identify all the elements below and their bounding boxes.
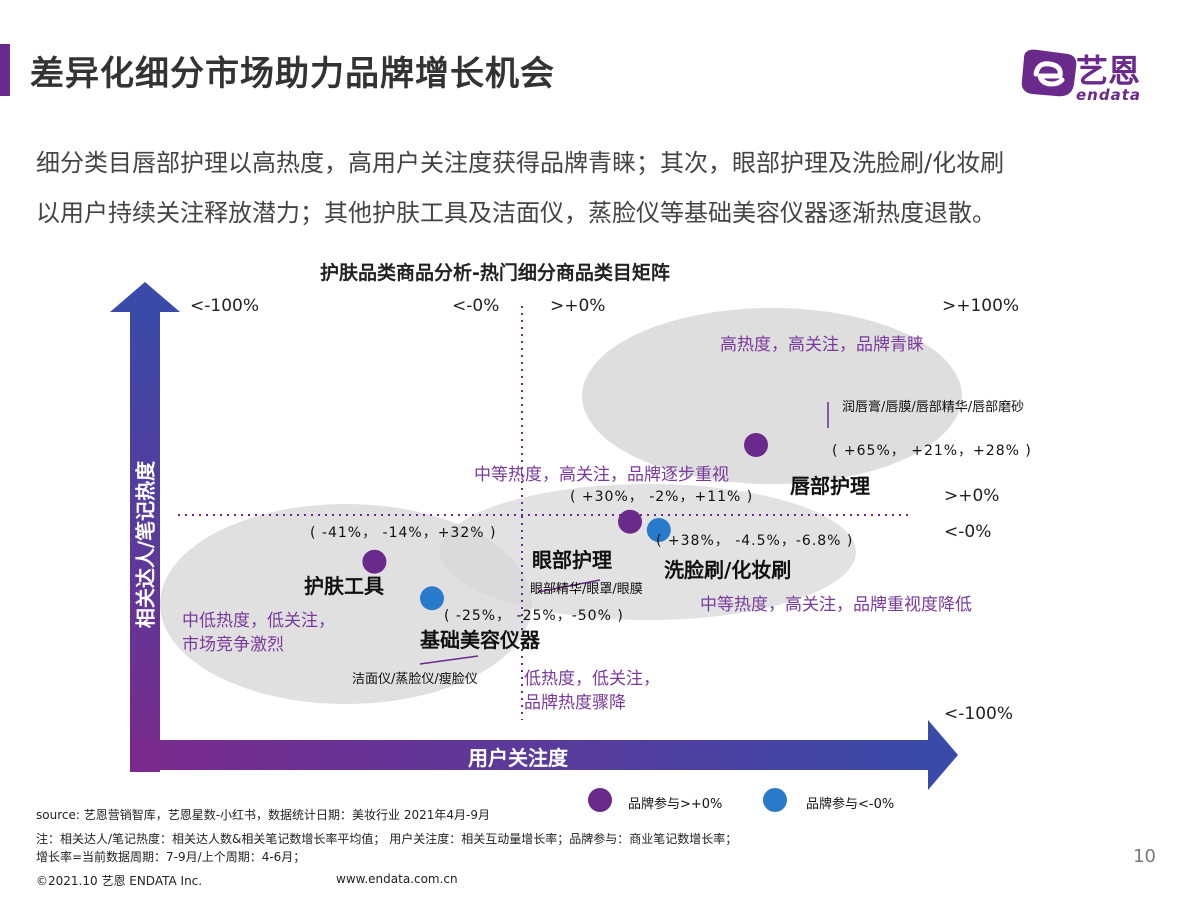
title-accent-bar: [0, 44, 10, 96]
chart-title: 护肤品类商品分析-热门细分商品类目矩阵: [320, 262, 670, 284]
x-tick-pos0: >+0%: [550, 296, 606, 316]
data-point-4: [420, 586, 444, 611]
x-axis-arrowhead: [928, 720, 958, 790]
x-axis-label: 用户关注度: [468, 746, 568, 770]
category-brush: 洗脸刷/化妆刷: [664, 558, 792, 582]
x-tick-max: >+100%: [942, 296, 1020, 316]
values-lip-care: ( +65%， +21%，+28% ): [832, 443, 1032, 459]
summary-line-1: 细分类目唇部护理以高热度，高用户关注度获得品牌青睐；其次，眼部护理及洗脸刷/化妆…: [36, 149, 1005, 177]
values-beauty-devices: ( -25%， -25%，-50% ): [444, 608, 624, 624]
category-eye-care: 眼部护理: [532, 548, 612, 572]
y-axis-label: 相关达人/笔记热度: [133, 460, 158, 629]
data-point-3: [362, 549, 387, 574]
category-lip-care: 唇部护理: [790, 474, 870, 498]
logo-text-cn: 艺恩: [1076, 52, 1141, 90]
annotation-left-low-2: 市场竞争激烈: [182, 635, 284, 655]
data-point-0: [744, 433, 768, 457]
subcategories-beauty-devices: 洁面仪/蒸脸仪/瘦脸仪: [352, 672, 478, 687]
y-tick-neg0: <-0%: [944, 522, 992, 542]
y-axis-arrowhead: [110, 282, 180, 312]
page-number: 10: [1133, 846, 1156, 867]
legend-marker-positive: [588, 788, 612, 812]
eye-connector: [537, 579, 601, 593]
annotation-bottom-1: 低热度，低关注，: [524, 669, 660, 689]
x-axis: [130, 740, 930, 770]
subcategories-eye-care: 眼部精华/眼罩/眼膜: [530, 582, 643, 597]
region-top-right: [582, 308, 962, 484]
footer-note-1: 注：相关达人/笔记热度：相关达人数&相关笔记数增长率平均值； 用户关注度：相关互…: [36, 832, 738, 846]
footer-website[interactable]: www.endata.com.cn: [336, 872, 458, 886]
region-middle: [440, 484, 856, 620]
annotation-middle: 中等热度，高关注，品牌逐步重视: [474, 465, 729, 485]
logo-text-en: endata: [1076, 86, 1142, 104]
page-title: 差异化细分市场助力品牌增长机会: [30, 54, 555, 94]
annotation-right-low: 中等热度，高关注，品牌重视度降低: [700, 595, 972, 615]
x-tick-min: <-100%: [190, 296, 259, 316]
y-tick-min: <-100%: [944, 704, 1013, 724]
data-point-1: [618, 509, 642, 534]
category-beauty-devices: 基础美容仪器: [420, 628, 540, 652]
data-point-2: [646, 518, 671, 542]
device-connector: [419, 655, 479, 665]
region-bottom-left: [160, 504, 532, 704]
subcategories-lip-care: 润唇膏/唇膜/唇部精华/唇部磨砂: [842, 400, 1025, 415]
footer-source: source: 艺恩营销智库，艺恩星数-小红书，数据统计日期：美妆行业 2021…: [36, 808, 490, 822]
footer-note-2: 增长率=当前数据周期：7-9月/上个周期：4-6月；: [36, 850, 306, 864]
annotation-top-right: 高热度，高关注，品牌青睐: [720, 335, 924, 355]
footer-copyright: ©2021.10 艺恩 ENDATA Inc.: [36, 874, 203, 888]
summary-line-2: 以用户持续关注释放潜力；其他护肤工具及洁面仪，蒸脸仪等基础美容仪器逐渐热度退散。: [36, 199, 996, 227]
values-skincare-tools: ( -41%， -14%，+32% ): [310, 525, 497, 541]
summary-text: 细分类目唇部护理以高热度，高用户关注度获得品牌青睐；其次，眼部护理及洗脸刷/化妆…: [36, 138, 1156, 238]
endata-logo-icon: [1021, 49, 1077, 97]
annotation-left-low-1: 中低热度，低关注，: [182, 611, 335, 631]
category-skincare-tools: 护肤工具: [304, 574, 384, 598]
values-eye-care: ( +30%， -2%，+11% ): [570, 489, 754, 505]
y-tick-pos0: >+0%: [944, 486, 1000, 506]
legend-label-negative: 品牌参与<-0%: [806, 797, 895, 812]
legend-marker-negative: [763, 788, 787, 812]
x-tick-neg0: <-0%: [452, 296, 500, 316]
annotation-bottom-2: 品牌热度骤降: [524, 693, 626, 713]
y-axis: [130, 312, 160, 772]
values-brush: ( +38%， -4.5%，-6.8% ): [656, 533, 854, 549]
legend-label-positive: 品牌参与>+0%: [628, 797, 723, 812]
